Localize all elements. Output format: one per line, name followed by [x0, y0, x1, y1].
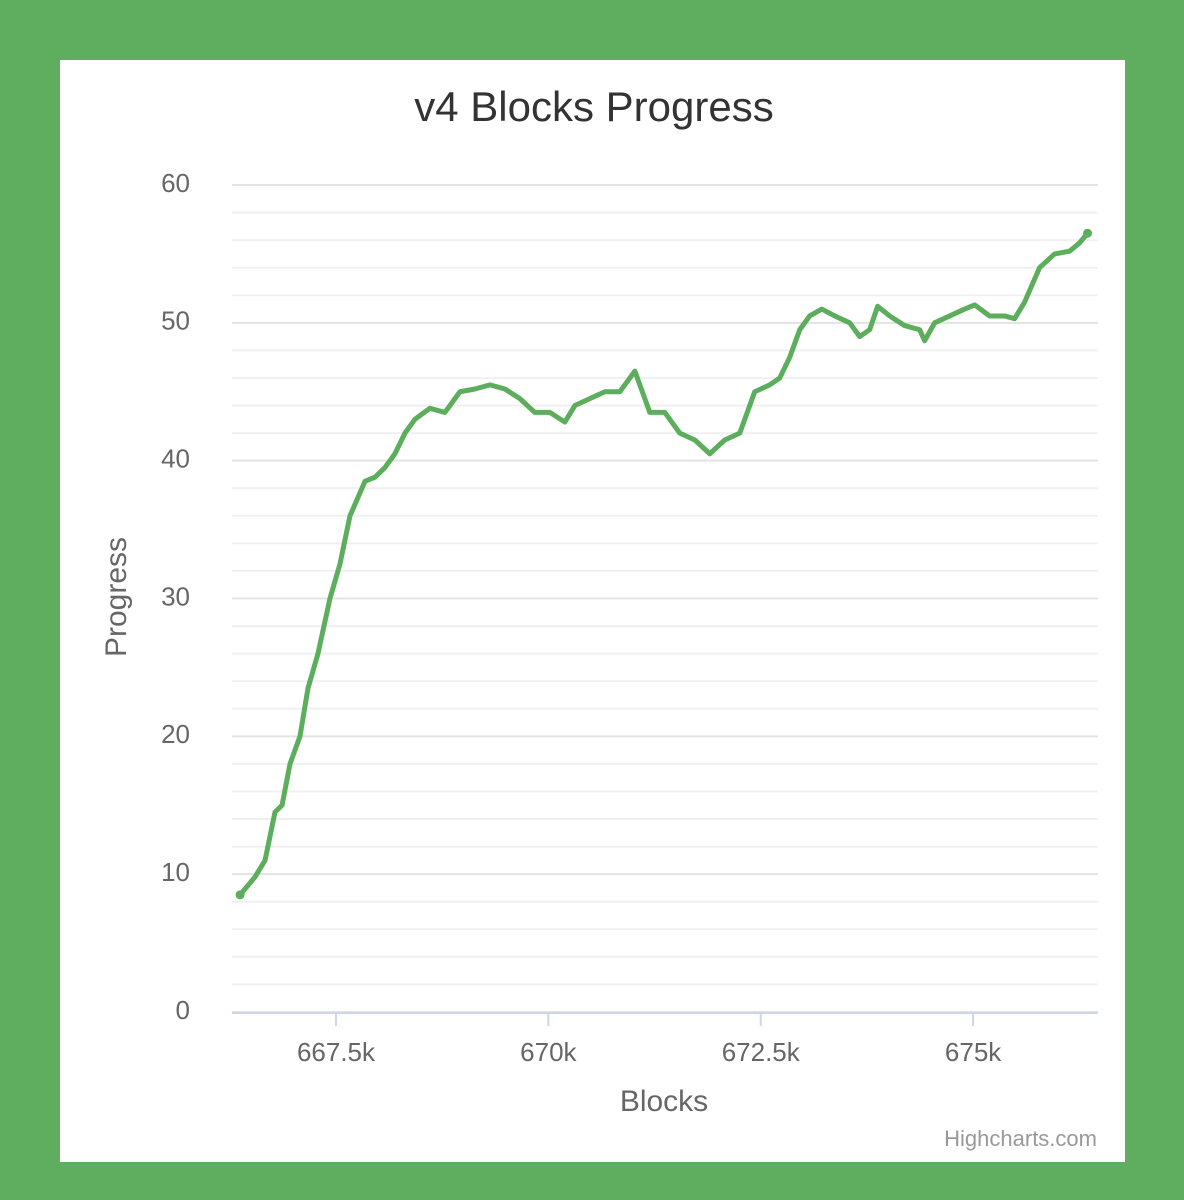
y-tick-label: 0	[176, 995, 190, 1025]
data-line	[237, 230, 1091, 898]
x-tick-label: 675k	[945, 1037, 1002, 1067]
y-tick-label: 30	[161, 581, 190, 611]
y-tick-label: 50	[161, 306, 190, 336]
credits: Highcharts.com	[944, 1126, 1097, 1151]
end-marker	[1083, 228, 1093, 238]
chart-panel: v4 Blocks Progress Progress Blocks Highc…	[60, 60, 1125, 1162]
y-tick-label: 20	[161, 719, 190, 749]
y-tick-label: 40	[161, 444, 190, 474]
y-tick-label: 10	[161, 857, 190, 887]
chart-title: v4 Blocks Progress	[414, 83, 773, 130]
x-axis-title: Blocks	[620, 1085, 708, 1118]
y-axis-title: Progress	[100, 537, 133, 657]
chart: v4 Blocks Progress Progress Blocks Highc…	[100, 83, 1098, 1151]
x-tick-label: 670k	[520, 1037, 577, 1067]
x-tick-label: 667.5k	[297, 1037, 376, 1067]
end-marker	[235, 890, 245, 900]
x-tick-label: 672.5k	[722, 1037, 801, 1067]
y-tick-label: 60	[161, 168, 190, 198]
